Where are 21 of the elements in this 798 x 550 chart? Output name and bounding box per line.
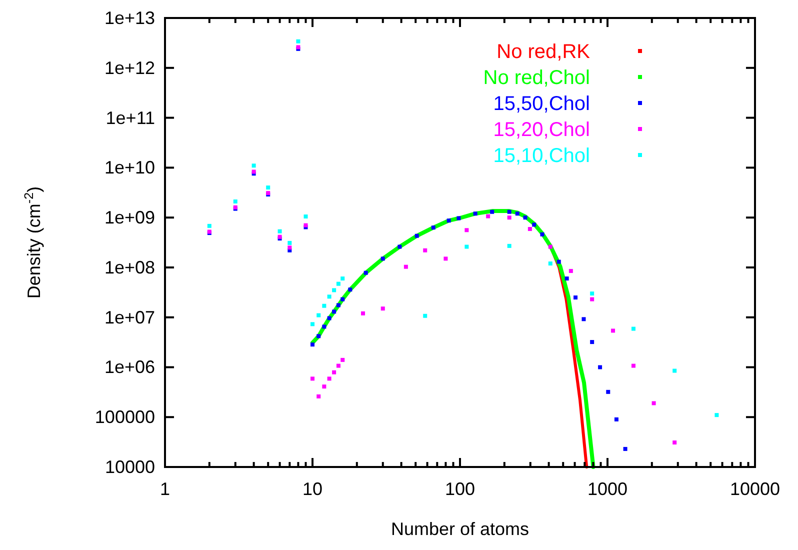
y-tick-label: 1e+08 (104, 257, 155, 278)
x-tick-label: 10 (302, 479, 323, 499)
legend-label: 15,50,Chol (493, 93, 590, 115)
y-tick-label: 1e+13 (104, 8, 155, 28)
y-tick-label: 1e+12 (104, 58, 155, 78)
y-tick-label: 10000 (104, 457, 155, 477)
x-tick-label: 1000 (587, 479, 628, 499)
x-axis-title: Number of atoms (390, 519, 530, 539)
x-tick-label: 100 (444, 479, 476, 499)
y-tick-label: 1e+07 (104, 307, 155, 328)
y-tick-label: 1e+11 (106, 108, 155, 128)
x-tick-label: 1 (160, 479, 170, 499)
legend-label: 15,20,Chol (493, 119, 590, 141)
y-tick-label: 1e+06 (104, 357, 155, 378)
y-tick-label: 1e+10 (104, 158, 155, 178)
legend-label: 15,10,Chol (493, 145, 590, 167)
y-tick-label: 1e+09 (104, 208, 155, 228)
x-tick-label: 10000 (730, 479, 780, 499)
legend-label: No red,Chol (483, 67, 590, 89)
y-tick-label: 100000 (94, 407, 155, 428)
legend-label: No red,RK (496, 41, 591, 63)
